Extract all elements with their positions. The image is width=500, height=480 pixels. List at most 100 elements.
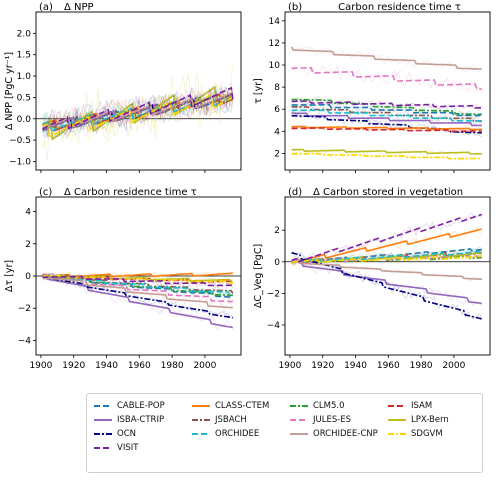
- series-annual-ORCHIDEE-CNP: [291, 45, 482, 73]
- legend-label: ISBA-CTRIP: [117, 415, 165, 425]
- series-OCN: [41, 274, 233, 319]
- legend-label: CLASS-CTEM: [215, 401, 270, 411]
- series-annual-CLASS-CTEM: [291, 125, 483, 131]
- panel-label: (a): [39, 2, 53, 13]
- y-axis-label: Δ NPP [PgC yr⁻¹]: [4, 52, 15, 130]
- y-axis-label: τ [yr]: [253, 78, 264, 104]
- panel-2: 1900 1920 1940 1960 1980 2000 −4 −2 0 2 4 (c) Δ Carb…: [4, 187, 242, 371]
- y-tick-label: 12: [269, 39, 280, 49]
- legend-item: CLASS-CTEM: [191, 401, 269, 411]
- panel-0: −1.0 −0.5 0.0 0.5 1.0 1.5 2.0 (a) Δ NPP Δ NPP [Pg…: [4, 2, 242, 173]
- x-tick-label: 2000: [442, 361, 465, 371]
- y-tick-label: 2: [25, 240, 31, 250]
- series-group: [290, 45, 483, 161]
- y-tick-label: 0: [274, 258, 280, 268]
- legend-item: ISBA-CTRIP: [93, 415, 164, 425]
- series-ORCHIDEE-CNP: [290, 46, 482, 70]
- series-ISBA-CTRIP: [42, 273, 233, 329]
- x-tick-label: 1980: [410, 361, 433, 371]
- series-JULES-ES: [42, 273, 233, 303]
- series-annual-JULES-ES: [42, 87, 234, 137]
- panel-label: (c): [39, 187, 52, 198]
- axes-frame: [284, 11, 491, 171]
- legend-item: CABLE-POP: [93, 401, 165, 411]
- y-tick-label: −2: [267, 289, 280, 299]
- series-annual-LPX-Bern: [42, 65, 234, 160]
- series-ORCHIDEE-CNP: [291, 260, 482, 281]
- series-ISBA-CTRIP: [291, 260, 482, 305]
- y-tick-label: 8: [274, 83, 280, 93]
- panel-title: Δ NPP: [64, 2, 94, 13]
- axes-frame: [284, 196, 491, 356]
- series-group: [42, 65, 234, 160]
- x-tick-label: 1980: [161, 361, 184, 371]
- legend-swatch: [94, 419, 112, 421]
- y-tick-label: 2: [274, 149, 280, 159]
- legend-label: LPX-Bern: [411, 415, 449, 425]
- legend-swatch: [388, 433, 406, 435]
- legend-label: JSBACH: [215, 415, 247, 425]
- legend-swatch: [192, 433, 210, 435]
- series-annual-ORCHIDEE-CNP: [42, 81, 234, 136]
- legend-swatch: [192, 405, 210, 407]
- panel-1: 2 4 6 8 10 12 14 (b) Carbon residence time τ τ [y…: [253, 2, 491, 173]
- series-VISIT: [42, 275, 233, 287]
- series-ORCHIDEE-CNP: [42, 277, 233, 309]
- panel-title: Carbon residence time τ: [338, 2, 461, 13]
- y-tick-label: 4: [274, 127, 280, 137]
- y-tick-label: 1.0: [17, 72, 32, 82]
- y-axis-label: Δτ [yr]: [4, 260, 15, 292]
- x-tick-label: 1900: [278, 361, 301, 371]
- legend: CABLE-POP CLASS-CTEM CLM5.0 ISAM ISBA-CTRIP J…: [86, 393, 483, 473]
- legend-swatch: [94, 433, 112, 435]
- series-ORCHIDEE: [42, 275, 233, 296]
- x-tick-label: 1900: [29, 361, 52, 371]
- legend-label: ISAM: [411, 401, 433, 411]
- y-axis-label: ΔC_Veg [PgC]: [253, 244, 264, 308]
- series-JULES-ES: [291, 66, 482, 90]
- series-CABLE-POP: [291, 104, 482, 117]
- x-tick-label: 2000: [193, 361, 216, 371]
- y-tick-label: 10: [269, 61, 281, 71]
- legend-label: ORCHIDEE-CNP: [313, 429, 378, 439]
- legend-label: OCN: [117, 429, 136, 439]
- series-annual-ORCHIDEE: [42, 273, 233, 296]
- series-SDGVM: [42, 93, 234, 139]
- series-ISBA-CTRIP: [291, 112, 482, 127]
- series-CLASS-CTEM: [291, 228, 482, 264]
- x-tick-label: 1960: [128, 361, 151, 371]
- series-LPX-Bern: [291, 148, 482, 155]
- y-tick-label: 2: [274, 226, 280, 236]
- legend-label: VISIT: [117, 443, 139, 453]
- series-annual-ORCHIDEE: [291, 247, 483, 264]
- series-SDGVM: [291, 255, 482, 264]
- panel-3: 1900 1920 1940 1960 1980 2000 −4 −2 0 2 (d) Δ Carbo…: [253, 187, 491, 371]
- legend-item: LPX-Bern: [387, 415, 449, 425]
- series-annual-SDGVM: [42, 91, 234, 148]
- y-tick-label: 2.0: [17, 29, 32, 39]
- legend-item: SDGVM: [387, 429, 443, 439]
- series-SDGVM: [291, 152, 482, 160]
- legend-swatch: [388, 405, 406, 407]
- x-tick-label: 1940: [95, 361, 118, 371]
- y-tick-label: −4: [267, 321, 281, 331]
- legend-swatch: [388, 419, 406, 421]
- panel-title: Δ Carbon residence time τ: [64, 187, 197, 198]
- legend-swatch: [94, 405, 112, 407]
- legend-swatch: [290, 419, 308, 421]
- series-CLM5.0: [291, 98, 482, 116]
- series-ISAM: [42, 93, 234, 132]
- y-tick-label: 14: [269, 17, 281, 27]
- series-ORCHIDEE: [42, 94, 234, 133]
- series-ISAM: [291, 127, 482, 133]
- legend-item: JULES-ES: [289, 415, 351, 425]
- legend-label: CABLE-POP: [117, 401, 165, 411]
- series-group: [291, 213, 483, 321]
- y-tick-label: 0.5: [17, 93, 31, 103]
- panel-label: (b): [288, 2, 302, 13]
- series-LPX-Bern: [42, 85, 234, 141]
- legend-item: CLM5.0: [289, 401, 345, 411]
- y-tick-label: 4: [25, 208, 31, 218]
- legend-item: ORCHIDEE-CNP: [289, 429, 378, 439]
- legend-item: OCN: [93, 429, 136, 439]
